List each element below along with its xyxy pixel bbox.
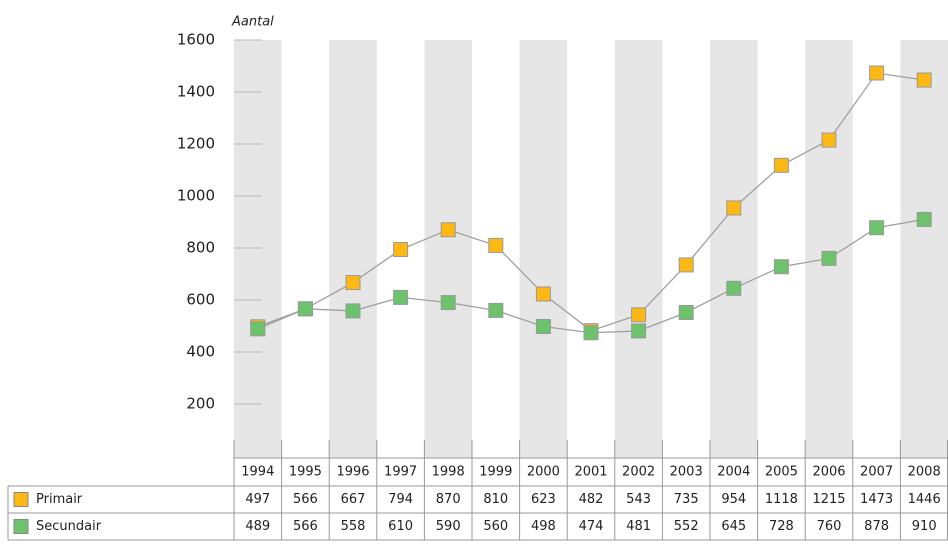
table-value: 1118 [765,492,798,507]
table-value: 910 [912,519,937,534]
column-band [614,40,663,458]
table-value: 552 [674,519,699,534]
marker [869,65,885,81]
legend-label: Secundair [36,519,102,534]
table-value: 558 [341,519,366,534]
marker [678,257,694,273]
marker [535,319,551,335]
table-value: 489 [245,519,270,534]
y-tick-label: 1200 [177,135,215,153]
y-tick-label: 1000 [177,187,215,205]
y-axis-title: Aantal [231,15,274,30]
table-value: 645 [721,519,746,534]
marker [773,259,789,275]
column-band [900,40,948,458]
table-value: 667 [341,492,366,507]
legend-swatch [13,519,29,534]
column-band [329,40,377,458]
y-tick-label: 1400 [177,83,215,101]
x-tick-label: 1994 [241,465,274,480]
x-tick-label: 2008 [908,465,941,480]
table-value: 623 [531,492,556,507]
marker [393,242,409,258]
marker [631,307,647,323]
marker [488,237,504,253]
marker [726,200,742,216]
x-tick-label: 2001 [574,465,607,480]
table-value: 498 [531,519,556,534]
table-value: 728 [769,519,794,534]
y-tick-label: 800 [186,239,215,257]
column-band [805,40,853,458]
table-value: 810 [483,492,508,507]
table-value: 474 [579,519,604,534]
marker [345,275,361,291]
table-value: 560 [483,519,508,534]
table-value: 543 [626,492,651,507]
x-tick-label: 2003 [670,465,703,480]
marker [297,301,313,317]
marker [773,157,789,173]
table-value: 482 [579,492,604,507]
x-tick-label: 1996 [336,465,369,480]
table-value: 481 [626,519,651,534]
marker [345,303,361,319]
table-value: 1446 [908,492,941,507]
table-value: 590 [436,519,461,534]
table-value: 735 [674,492,699,507]
legend-swatch [13,492,29,507]
table-value: 870 [436,492,461,507]
x-tick-label: 2006 [812,465,845,480]
y-tick-label: 600 [186,291,215,309]
table-value: 610 [388,519,413,534]
x-tick-label: 1995 [289,465,322,480]
x-tick-label: 2007 [860,465,893,480]
marker [440,222,456,238]
x-tick-label: 2000 [527,465,560,480]
marker [583,325,599,341]
table-value: 497 [245,492,270,507]
x-tick-label: 1999 [479,465,512,480]
table-value: 760 [817,519,842,534]
x-tick-label: 1998 [432,465,465,480]
marker [535,286,551,302]
marker [440,295,456,311]
column-band [710,40,758,458]
table-value: 878 [864,519,889,534]
marker [869,220,885,236]
column-band [234,40,282,458]
marker [488,302,504,318]
marker [821,250,837,266]
marker [631,323,647,339]
marker [916,211,932,227]
table-value: 794 [388,492,413,507]
table-value: 954 [721,492,746,507]
marker [678,304,694,320]
x-tick-label: 2002 [622,465,655,480]
legend-label: Primair [36,492,83,507]
marker [916,72,932,88]
y-tick-label: 400 [186,343,215,361]
x-tick-label: 2005 [765,465,798,480]
column-band [424,40,472,458]
marker [821,132,837,148]
x-tick-label: 2004 [717,465,750,480]
y-tick-label: 1600 [177,31,215,49]
table-value: 566 [293,519,318,534]
column-band [519,40,568,458]
x-tick-label: 1997 [384,465,417,480]
table-value: 1473 [860,492,893,507]
marker [726,280,742,296]
marker [250,321,266,337]
table-value: 566 [293,492,318,507]
y-tick-label: 200 [186,395,215,413]
table-value: 1215 [812,492,845,507]
marker [393,289,409,305]
